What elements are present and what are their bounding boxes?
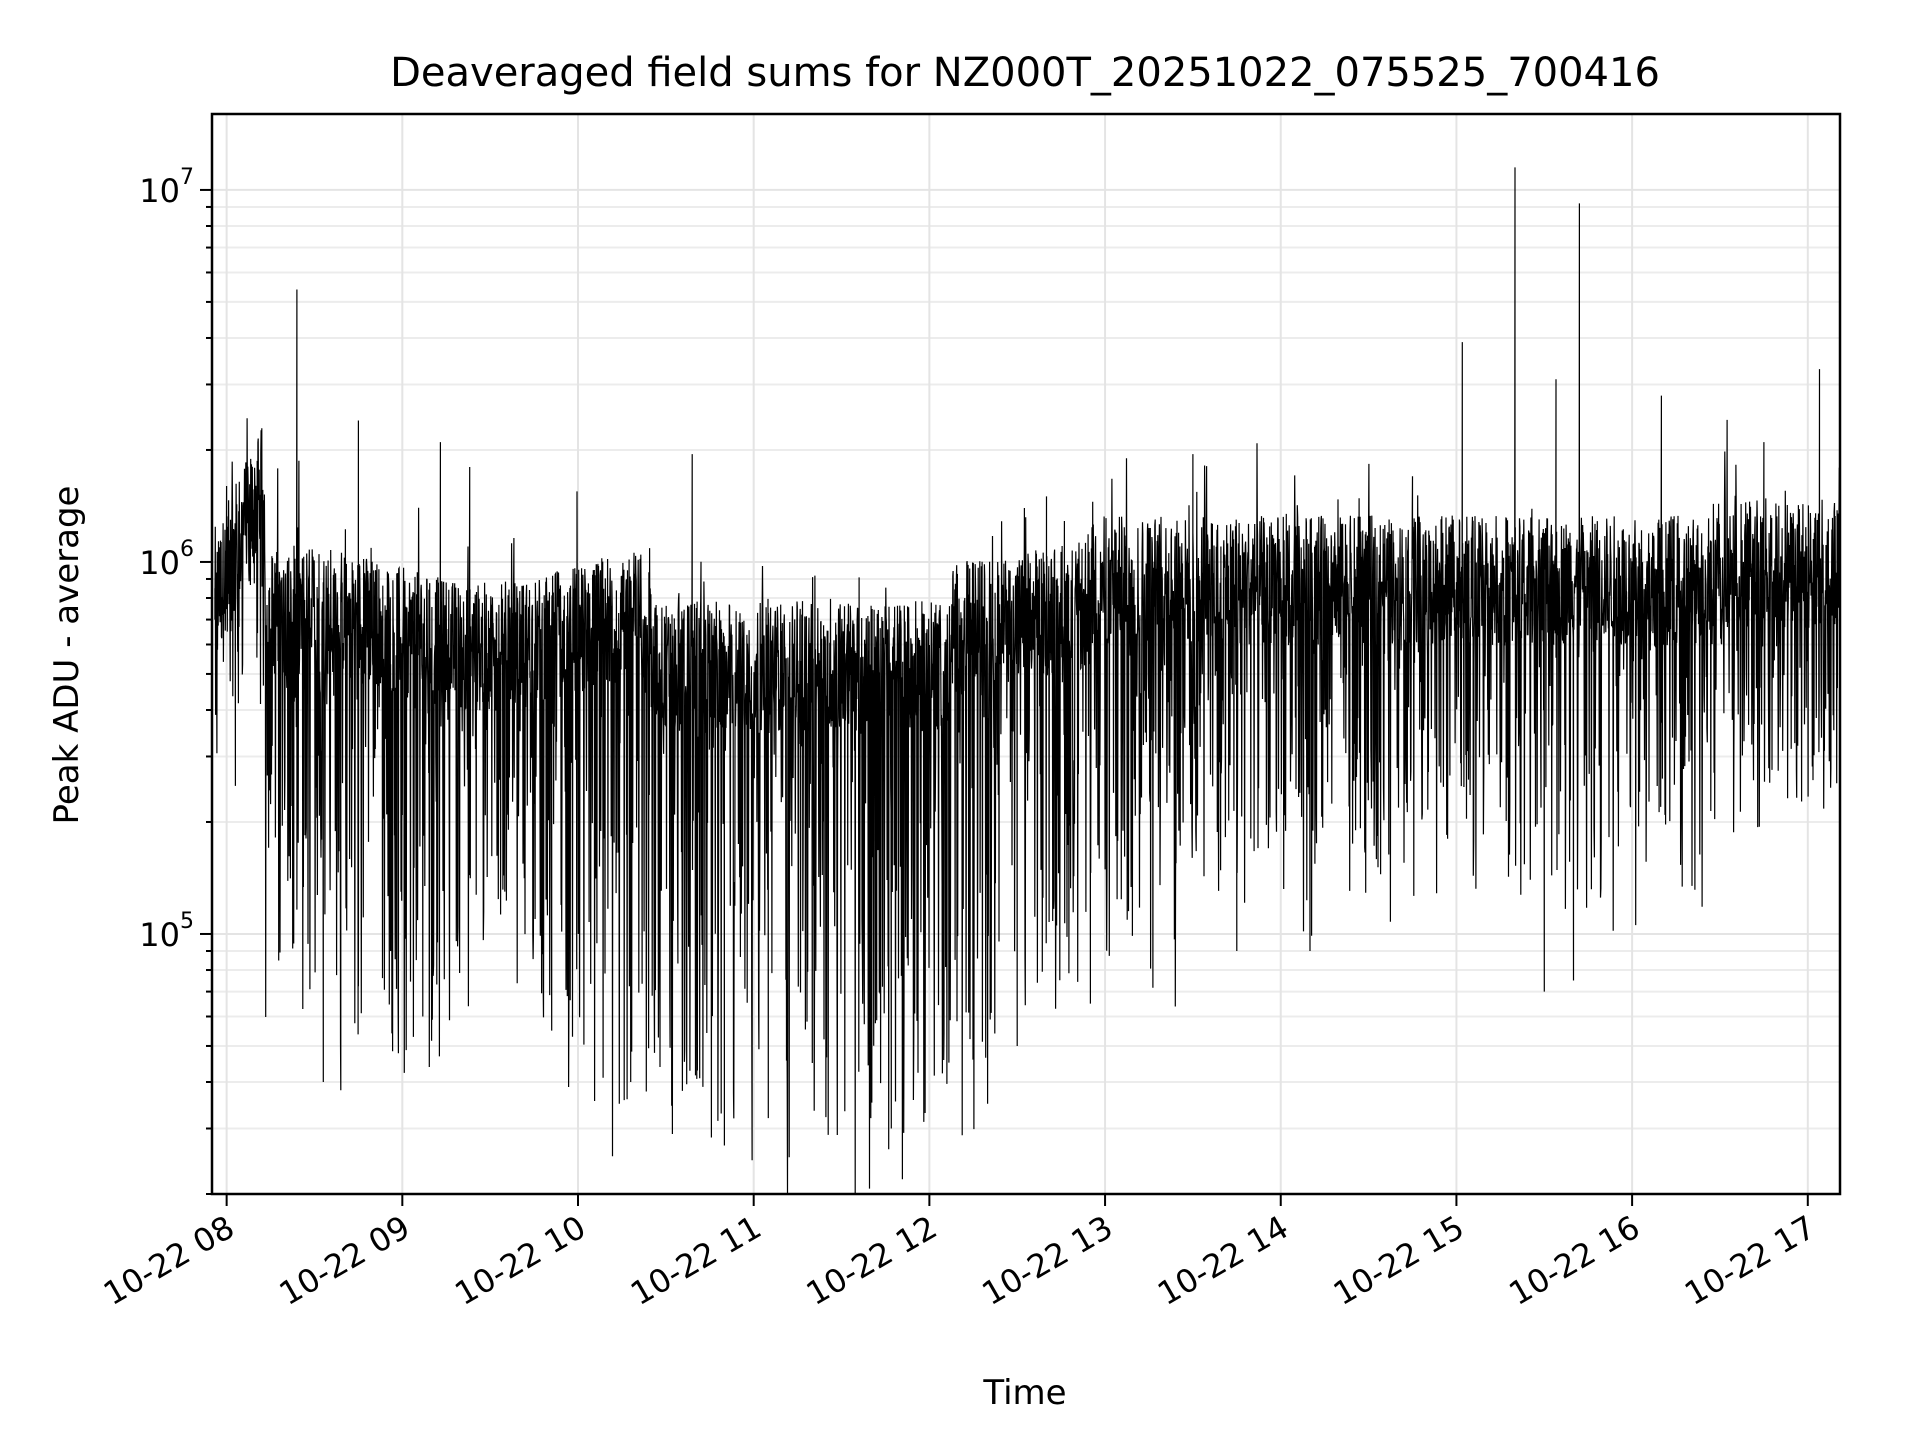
y-tick-label: 107 — [139, 165, 194, 210]
y-tick-label: 106 — [139, 537, 194, 582]
x-tick-label: 10-22 10 — [448, 1208, 592, 1313]
series-line — [214, 167, 1841, 1195]
x-tick-label: 10-22 12 — [800, 1208, 944, 1313]
x-tick-label: 10-22 13 — [975, 1208, 1119, 1313]
x-tick-label: 10-22 11 — [624, 1208, 768, 1313]
y-tick-label: 105 — [139, 909, 194, 954]
y-axis: 105 106 107 — [139, 165, 212, 1195]
x-axis: 10-22 08 10-22 09 10-22 10 10-22 11 10-22 12… — [97, 1194, 1822, 1313]
y-axis-label: Peak ADU - average — [47, 486, 87, 825]
x-tick-label: 10-22 14 — [1151, 1208, 1295, 1313]
series-line-group — [214, 167, 1841, 1195]
x-tick-label: 10-22 08 — [97, 1208, 241, 1313]
x-tick-label: 10-22 17 — [1678, 1208, 1822, 1313]
plot-frame — [210, 112, 1842, 1196]
x-tick-label: 10-22 15 — [1327, 1208, 1471, 1313]
chart-title: Deaveraged field sums for NZ000T_2025102… — [390, 50, 1660, 96]
x-axis-label: Time — [982, 1373, 1066, 1413]
x-tick-label: 10-22 16 — [1503, 1208, 1647, 1313]
x-tick-label: 10-22 09 — [273, 1208, 417, 1313]
